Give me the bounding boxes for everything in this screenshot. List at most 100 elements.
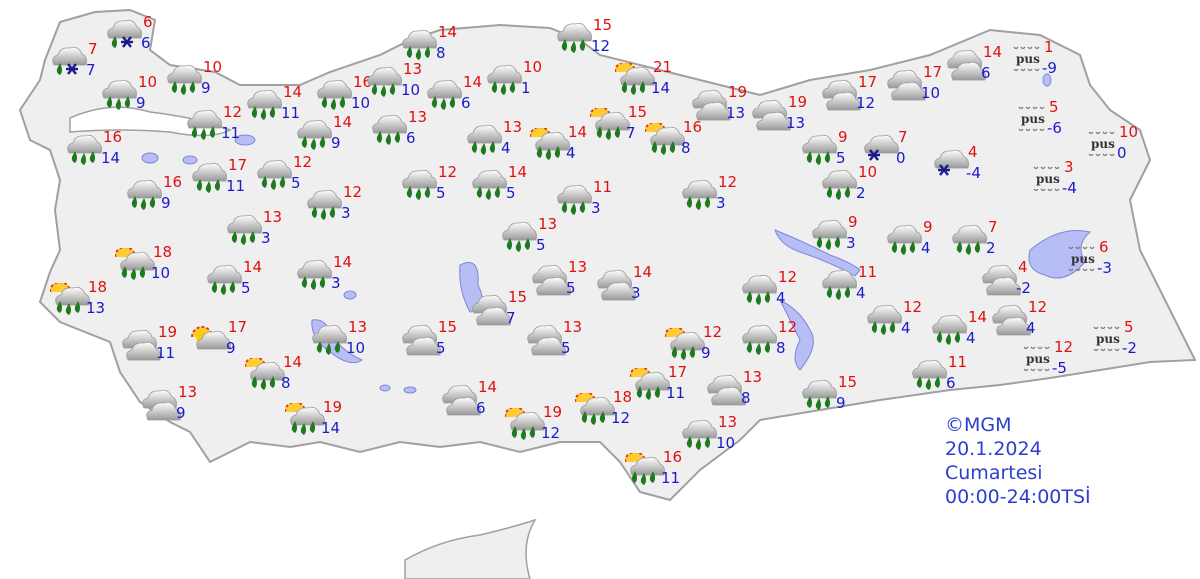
- min-temp: 2: [986, 239, 996, 257]
- min-temp: 4: [966, 329, 976, 347]
- min-temp: 4: [566, 144, 576, 162]
- map-info: ©MGM 20.1.2024 Cumartesi 00:00-24:00TSİ: [945, 413, 1091, 509]
- max-temp: 9: [848, 213, 858, 231]
- fog-label: pus: [1036, 172, 1060, 186]
- weather-station: 15 7: [470, 290, 527, 327]
- weather-station: pus 12 -5: [1020, 340, 1073, 377]
- max-temp: 15: [628, 103, 648, 121]
- max-temp: 14: [478, 378, 498, 396]
- min-temp: -2: [1016, 279, 1031, 297]
- min-temp: 4: [921, 239, 931, 257]
- min-temp: 3: [591, 199, 601, 217]
- weather-station: 19 12: [505, 405, 562, 442]
- min-temp: 7: [506, 309, 516, 327]
- weather-station: pus 3 -4: [1030, 160, 1077, 197]
- weather-station: 12 8: [740, 320, 797, 357]
- weather-station: 14 6: [945, 45, 1002, 82]
- min-temp: 12: [591, 37, 611, 55]
- min-temp: 6: [946, 374, 956, 392]
- max-temp: 17: [858, 73, 878, 91]
- max-temp: 13: [263, 208, 283, 226]
- max-temp: 10: [858, 163, 878, 181]
- min-temp: 0: [1117, 144, 1127, 162]
- fog-label: pus: [1091, 137, 1115, 151]
- weather-station: 14 8: [400, 25, 457, 62]
- min-temp: 6: [141, 34, 151, 52]
- max-temp: 14: [463, 73, 483, 91]
- weather-station: 13 4: [465, 120, 522, 157]
- max-temp: 4: [1018, 258, 1028, 276]
- max-temp: 13: [178, 383, 198, 401]
- weather-station: pus 1 -9: [1010, 40, 1057, 77]
- min-temp: 5: [436, 184, 446, 202]
- max-temp: 13: [503, 118, 523, 136]
- max-temp: 15: [438, 318, 458, 336]
- max-temp: 13: [718, 413, 738, 431]
- max-temp: 16: [663, 448, 683, 466]
- min-temp: -9: [1042, 59, 1057, 77]
- min-temp: 11: [661, 469, 681, 487]
- weather-station: 19 13: [690, 85, 747, 122]
- max-temp: 12: [718, 173, 738, 191]
- weather-station: 13 10: [365, 62, 422, 99]
- weather-station: 10 2: [820, 165, 877, 202]
- min-temp: 9: [176, 404, 186, 422]
- weather-station: 16 11: [625, 450, 682, 487]
- max-temp: 17: [228, 318, 248, 336]
- cyprus: [404, 518, 537, 579]
- min-temp: 6: [981, 64, 991, 82]
- min-temp: 9: [331, 134, 341, 152]
- min-temp: 5: [506, 184, 516, 202]
- fog-label: pus: [1071, 252, 1095, 266]
- max-temp: 16: [163, 173, 183, 191]
- min-temp: 8: [681, 139, 691, 157]
- weather-station: 19 13: [750, 95, 807, 132]
- weather-station: 19 11: [120, 325, 177, 362]
- max-temp: 1: [1044, 38, 1054, 56]
- max-temp: 13: [408, 108, 428, 126]
- min-temp: 1: [521, 79, 531, 97]
- min-temp: 4: [501, 139, 511, 157]
- weather-station: 15 7: [590, 105, 647, 142]
- min-temp: 12: [611, 409, 631, 427]
- max-temp: 13: [538, 215, 558, 233]
- min-temp: 8: [436, 44, 446, 62]
- min-temp: 9: [161, 194, 171, 212]
- max-temp: 13: [348, 318, 368, 336]
- max-temp: 14: [333, 253, 353, 271]
- min-temp: 11: [666, 384, 686, 402]
- max-temp: 13: [743, 368, 763, 386]
- weather-station: 14 3: [595, 265, 652, 302]
- max-temp: 18: [153, 243, 173, 261]
- weather-station: pus 5 -2: [1090, 320, 1137, 357]
- weather-station: 14 3: [295, 255, 352, 292]
- weather-station: 12 4: [865, 300, 922, 337]
- weather-station: 18 12: [575, 390, 632, 427]
- min-temp: -3: [1097, 259, 1112, 277]
- max-temp: 11: [593, 178, 613, 196]
- weather-station: 13 5: [500, 217, 557, 254]
- max-temp: 15: [838, 373, 858, 391]
- min-temp: 7: [626, 124, 636, 142]
- min-temp: -6: [1047, 119, 1062, 137]
- min-temp: 6: [461, 94, 471, 112]
- min-temp: 10: [401, 81, 421, 99]
- min-temp: 4: [901, 319, 911, 337]
- weather-station: 14 6: [425, 75, 482, 112]
- weather-station: 12 3: [305, 185, 362, 222]
- weather-station: 13 3: [225, 210, 282, 247]
- weather-station: 13 5: [530, 260, 587, 297]
- max-temp: 14: [968, 308, 988, 326]
- weather-station: 4 -2: [980, 260, 1031, 297]
- max-temp: 6: [1099, 238, 1109, 256]
- min-temp: 9: [201, 79, 211, 97]
- max-temp: 18: [613, 388, 633, 406]
- max-temp: 13: [568, 258, 588, 276]
- weather-station: 13 10: [680, 415, 737, 452]
- min-temp: 14: [651, 79, 671, 97]
- min-temp: 10: [151, 264, 171, 282]
- min-temp: 6: [476, 399, 486, 417]
